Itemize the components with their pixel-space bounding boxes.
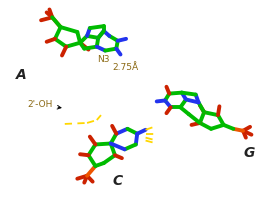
Text: 2'-OH: 2'-OH <box>27 100 61 109</box>
Text: A: A <box>16 68 27 82</box>
Text: G: G <box>243 146 255 160</box>
Text: N3: N3 <box>97 55 109 64</box>
Text: 2.75Å: 2.75Å <box>112 63 138 72</box>
Text: C: C <box>112 174 122 188</box>
